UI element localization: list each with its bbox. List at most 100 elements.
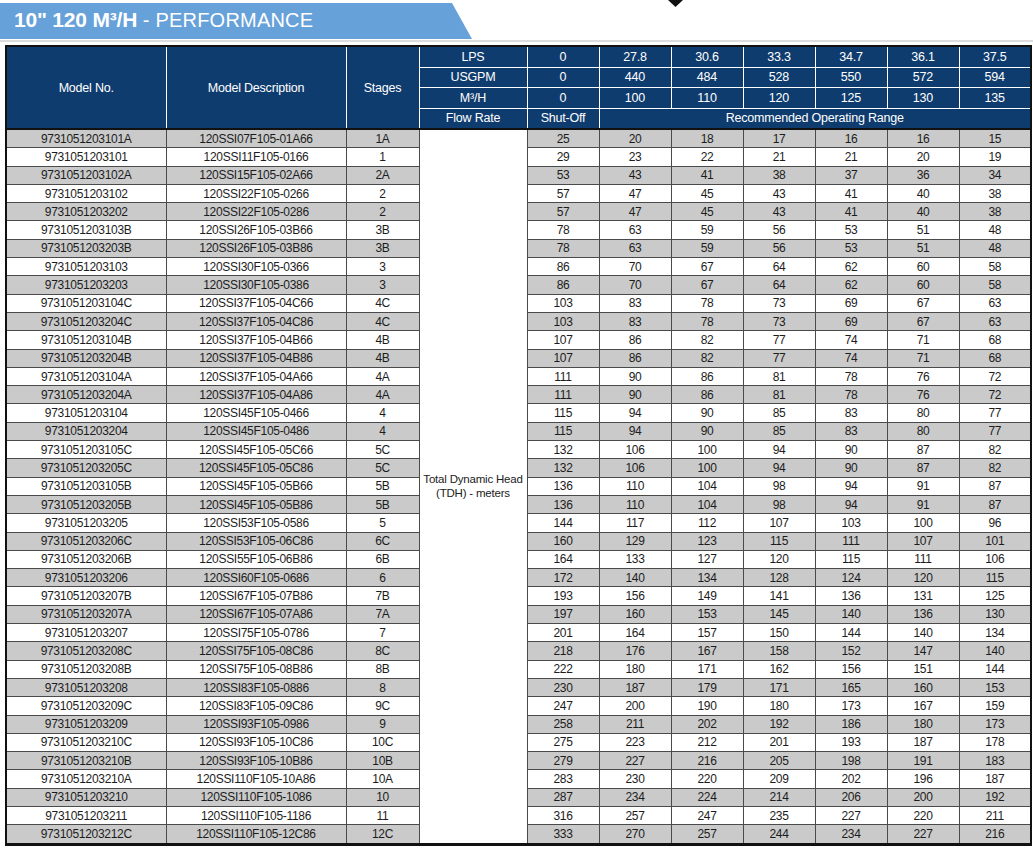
tdh-value-cell: 179 [671,678,743,696]
stages-cell: 1A [346,129,419,148]
stages-cell: 4 [346,404,419,422]
divider-line [0,40,1033,42]
model-no-cell: 9731051203104B [6,331,166,349]
stages-cell: 5C [346,459,419,477]
tdh-value-cell: 63 [959,294,1031,312]
flow-value: 572 [887,67,959,88]
tdh-value-cell: 140 [887,624,959,642]
tdh-value-cell: 45 [671,184,743,202]
tdh-value-cell: 258 [527,715,599,733]
tdh-value-cell: 110 [599,495,671,513]
tdh-value-cell: 158 [743,642,815,660]
model-description-cell: 120SSI37F105-04C66 [166,294,346,312]
tdh-value-cell: 110 [599,477,671,495]
model-no-cell: 9731051203204C [6,312,166,330]
tdh-value-cell: 64 [743,258,815,276]
tdh-value-cell: 98 [743,495,815,513]
stages-cell: 7A [346,605,419,623]
tdh-value-cell: 83 [599,312,671,330]
tdh-value-cell: 40 [887,203,959,221]
tdh-value-cell: 106 [599,441,671,459]
datasheet-page: 10" 120 M³/H - PERFORMANCE Model No. Mod… [0,0,1033,851]
flow-value: 100 [599,88,671,109]
model-description-cell: 120SSI60F105-0686 [166,569,346,587]
table-header: Model No. Model Description Stages LPS 0… [6,46,1031,129]
tdh-value-cell: 115 [815,550,887,568]
tdh-value-cell: 48 [959,221,1031,239]
model-no-cell: 9731051203102A [6,166,166,184]
tdh-value-cell: 144 [527,514,599,532]
tdh-value-cell: 94 [599,422,671,440]
tdh-value-cell: 214 [743,788,815,806]
tdh-value-cell: 41 [815,203,887,221]
tdh-value-cell: 53 [815,221,887,239]
tdh-value-cell: 57 [527,184,599,202]
tdh-value-cell: 180 [743,697,815,715]
tdh-value-cell: 234 [599,788,671,806]
tdh-value-cell: 96 [959,514,1031,532]
model-description-cell: 120SSI37F105-04B66 [166,331,346,349]
tdh-value-cell: 56 [743,239,815,257]
tdh-value-cell: 136 [527,477,599,495]
tdh-value-cell: 111 [887,550,959,568]
tdh-value-cell: 209 [743,770,815,788]
tdh-value-cell: 202 [815,770,887,788]
tdh-value-cell: 51 [887,239,959,257]
page-title-section: - PERFORMANCE [137,9,313,31]
model-no-cell: 9731051203210B [6,752,166,770]
model-no-cell: 9731051203204 [6,422,166,440]
stages-cell: 5B [346,477,419,495]
model-description-cell: 120SSI45F105-0486 [166,422,346,440]
stages-cell: 6 [346,569,419,587]
model-no-cell: 9731051203207A [6,605,166,623]
tdh-label-line1: Total Dynamic Head [422,472,525,486]
tdh-value-cell: 216 [959,825,1031,844]
tdh-value-cell: 224 [671,788,743,806]
tdh-value-cell: 37 [815,166,887,184]
tdh-value-cell: 104 [671,477,743,495]
tdh-value-cell: 73 [743,312,815,330]
model-no-cell: 9731051203204B [6,349,166,367]
model-description-cell: 120SSI110F105-1186 [166,806,346,824]
tdh-value-cell: 56 [743,221,815,239]
tdh-value-cell: 29 [527,148,599,166]
tdh-value-cell: 230 [527,678,599,696]
tdh-value-cell: 128 [743,569,815,587]
tdh-value-cell: 21 [743,148,815,166]
tdh-value-cell: 197 [527,605,599,623]
tdh-value-cell: 34 [959,166,1031,184]
tdh-value-cell: 111 [815,532,887,550]
model-no-cell: 9731051203206 [6,569,166,587]
tdh-value-cell: 151 [887,660,959,678]
tdh-value-cell: 107 [743,514,815,532]
stages-cell: 2A [346,166,419,184]
model-description-cell: 120SSI93F105-10C86 [166,733,346,751]
stages-cell: 10B [346,752,419,770]
tdh-value-cell: 136 [887,605,959,623]
model-no-cell: 9731051203202 [6,203,166,221]
tdh-value-cell: 47 [599,184,671,202]
flow-value: 0 [527,46,599,67]
flow-value: 37.5 [959,46,1031,67]
tdh-value-cell: 153 [671,605,743,623]
flow-value: 33.3 [743,46,815,67]
tdh-value-cell: 132 [527,459,599,477]
model-description-cell: 120SSI67F105-07B86 [166,587,346,605]
stages-cell: 4C [346,312,419,330]
tdh-value-cell: 72 [959,386,1031,404]
tdh-value-cell: 63 [959,312,1031,330]
tdh-value-cell: 87 [959,477,1031,495]
tdh-value-cell: 83 [599,294,671,312]
flow-value: 110 [671,88,743,109]
flow-value: 440 [599,67,671,88]
tdh-value-cell: 64 [743,276,815,294]
tdh-value-cell: 212 [671,733,743,751]
stages-cell: 5C [346,441,419,459]
model-no-cell: 9731051203205B [6,495,166,513]
tdh-value-cell: 247 [671,806,743,824]
tdh-value-cell: 83 [815,422,887,440]
model-description-cell: 120SSI15F105-02A66 [166,166,346,184]
unit-label-usgpm: USGPM [419,67,527,88]
tdh-value-cell: 60 [887,258,959,276]
tdh-value-cell: 180 [599,660,671,678]
